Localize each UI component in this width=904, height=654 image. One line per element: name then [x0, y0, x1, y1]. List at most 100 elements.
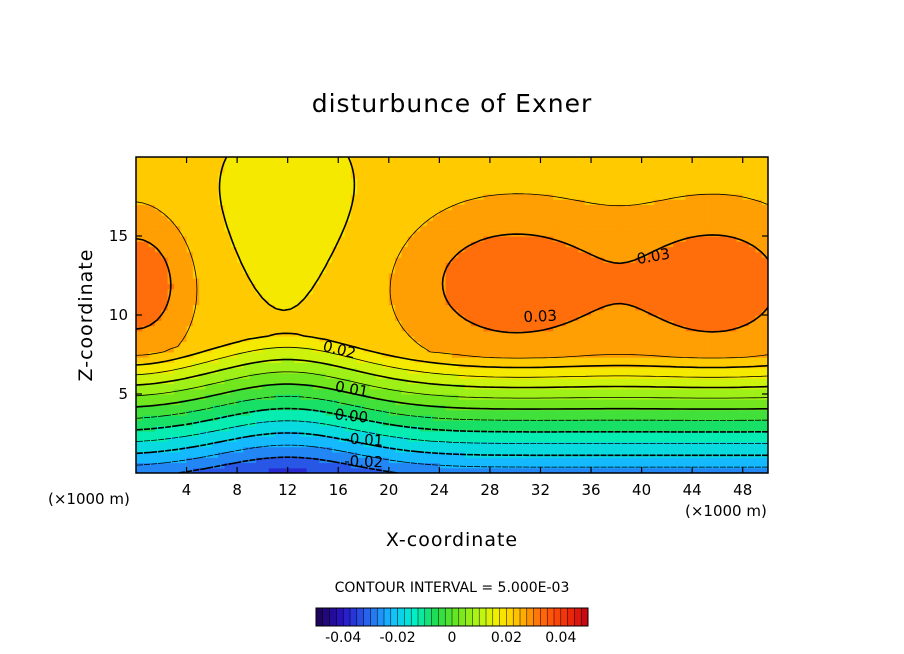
- field-cell: [496, 167, 504, 174]
- field-cell: [553, 394, 561, 400]
- field-cell: [350, 325, 358, 332]
- field-cell: [205, 367, 213, 374]
- field-cell: [211, 430, 219, 437]
- field-cell: [553, 357, 561, 363]
- field-cell: [452, 278, 459, 284]
- field-cell: [420, 457, 428, 464]
- field-cell: [249, 462, 257, 469]
- field-cell: [331, 330, 339, 337]
- field-cell: [540, 225, 548, 232]
- field-cell: [635, 388, 643, 395]
- field-cell: [154, 388, 162, 395]
- field-cell: [578, 162, 586, 169]
- field-cell: [319, 214, 327, 221]
- field-cell: [325, 336, 333, 342]
- field-cell: [426, 183, 434, 190]
- field-cell: [211, 272, 219, 279]
- field-cell: [256, 172, 263, 179]
- field-cell: [350, 257, 358, 263]
- field-cell: [401, 251, 409, 258]
- field-cell: [508, 399, 516, 406]
- field-cell: [142, 346, 150, 353]
- field-cell: [395, 320, 403, 327]
- field-cell: [376, 394, 384, 400]
- field-cell: [319, 320, 327, 327]
- field-cell: [350, 425, 358, 432]
- field-cell: [647, 230, 655, 237]
- field-cell: [635, 336, 643, 342]
- field-cell: [350, 420, 358, 427]
- field-cell: [515, 430, 523, 437]
- field-cell: [376, 409, 384, 416]
- field-cell: [300, 209, 308, 216]
- field-cell: [325, 383, 333, 390]
- field-cell: [294, 383, 301, 390]
- field-cell: [306, 262, 314, 269]
- field-cell: [262, 193, 270, 200]
- field-cell: [426, 251, 434, 258]
- field-cell: [534, 399, 542, 406]
- field-cell: [458, 293, 466, 300]
- field-cell: [426, 167, 434, 174]
- field-cell: [388, 372, 396, 379]
- field-cell: [603, 462, 611, 469]
- field-cell: [294, 162, 301, 169]
- field-cell: [167, 225, 175, 232]
- field-cell: [249, 178, 257, 184]
- field-cell: [148, 167, 156, 174]
- field-cell: [647, 320, 655, 327]
- field-cell: [591, 183, 598, 190]
- field-cell: [243, 262, 251, 269]
- field-cell: [603, 162, 611, 169]
- field-cell: [527, 388, 535, 395]
- field-cell: [331, 225, 339, 232]
- field-cell: [572, 188, 579, 195]
- field-cell: [553, 293, 561, 300]
- field-cell: [458, 193, 466, 200]
- field-cell: [180, 420, 188, 427]
- field-cell: [584, 378, 592, 385]
- field-cell: [433, 378, 440, 385]
- field-cell: [635, 188, 643, 195]
- field-cell: [256, 299, 263, 306]
- field-cell: [521, 336, 529, 342]
- field-cell: [357, 157, 365, 163]
- field-cell: [331, 257, 339, 263]
- field-cell: [534, 230, 542, 237]
- field-cell: [262, 209, 270, 216]
- field-cell: [647, 388, 655, 395]
- field-cell: [192, 330, 200, 337]
- field-cell: [559, 199, 567, 205]
- field-cell: [300, 204, 308, 211]
- field-cell: [376, 193, 384, 200]
- field-cell: [363, 230, 371, 237]
- field-cell: [294, 267, 301, 274]
- field-cell: [192, 415, 200, 421]
- field-cell: [142, 157, 150, 163]
- field-cell: [180, 325, 188, 332]
- field-cell: [243, 404, 251, 411]
- field-cell: [647, 436, 655, 442]
- field-cell: [483, 257, 491, 263]
- field-cell: [439, 388, 447, 395]
- field-cell: [350, 462, 358, 469]
- field-cell: [192, 257, 200, 263]
- field-cell: [515, 209, 523, 216]
- field-cell: [186, 399, 194, 406]
- field-cell: [338, 220, 346, 227]
- field-cell: [186, 167, 194, 174]
- field-cell: [136, 193, 143, 200]
- field-cell: [610, 351, 617, 358]
- field-cell: [470, 315, 478, 321]
- field-cell: [616, 420, 624, 427]
- field-cell: [647, 357, 655, 363]
- field-cell: [553, 167, 561, 174]
- field-cell: [414, 188, 421, 195]
- field-cell: [622, 346, 630, 353]
- field-cell: [180, 351, 188, 358]
- field-cell: [306, 372, 314, 379]
- field-cell: [287, 467, 295, 473]
- field-cell: [211, 246, 219, 253]
- field-cell: [249, 225, 257, 232]
- field-cell: [565, 172, 573, 179]
